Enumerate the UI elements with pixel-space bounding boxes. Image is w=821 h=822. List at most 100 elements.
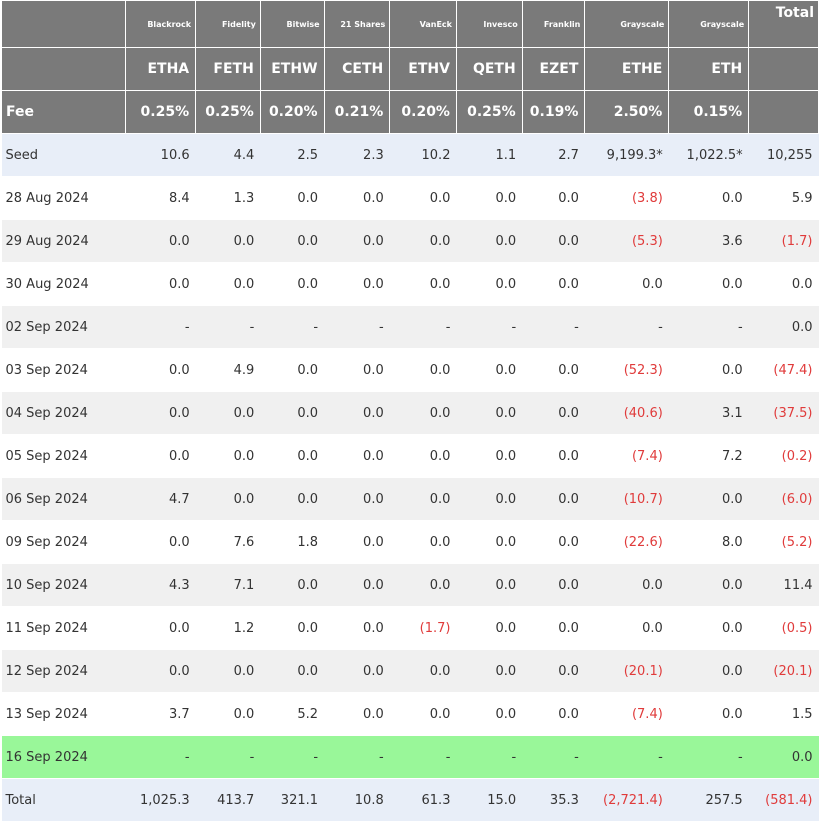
flow-value-cell: 0.0 — [324, 176, 390, 220]
flow-value-cell: 0.0 — [668, 176, 749, 220]
row-label-cell: 05 Sep 2024 — [1, 434, 126, 478]
row-label-cell: 02 Sep 2024 — [1, 305, 126, 349]
flow-value-cell: 0.0 — [522, 649, 585, 693]
flow-value-cell: 0.0 — [260, 219, 325, 263]
ticker-header-cell: CETH — [323, 47, 391, 91]
ticker-header-cell: FETH — [195, 47, 261, 91]
flow-value-cell: 0.0 — [125, 606, 196, 650]
fee-value-cell: 0.21% — [323, 90, 391, 134]
flow-value-cell: (7.4) — [584, 434, 669, 478]
flow-value-cell: 0.0 — [389, 219, 457, 263]
flow-value-cell: (10.7) — [584, 477, 669, 521]
flow-value-cell: - — [324, 735, 390, 779]
flow-value-cell: 0.0 — [125, 649, 196, 693]
flow-value-cell: 0.0 — [668, 563, 749, 607]
flow-value-cell: 0.0 — [668, 262, 749, 306]
flow-value-cell: 0.0 — [324, 219, 390, 263]
flow-value-cell: 2.3 — [324, 133, 390, 177]
ticker-header-cell: ETH — [668, 47, 750, 91]
flow-value-cell: 61.3 — [389, 778, 457, 822]
table-row: 05 Sep 2024 0.0 0.0 0.0 0.0 0.0 0.0 0.0 (7.4) 7.2… — [1, 434, 819, 478]
table-body: Seed 10.6 4.4 2.5 2.3 10.2 1.1 2.7 9,199.3* 1,022… — [1, 133, 819, 822]
flow-value-cell: - — [260, 735, 325, 779]
flow-value-cell: 0.0 — [195, 649, 261, 693]
flow-value-cell: 0.0 — [522, 606, 585, 650]
flow-value-cell: 1,022.5* — [668, 133, 749, 177]
flow-value-cell: 0.0 — [324, 391, 390, 435]
row-total-cell: (0.5) — [748, 606, 819, 650]
row-total-cell: (47.4) — [748, 348, 819, 392]
row-label-cell: 10 Sep 2024 — [1, 563, 126, 607]
flow-value-cell: 15.0 — [456, 778, 523, 822]
row-label-cell: 29 Aug 2024 — [1, 219, 126, 263]
flow-value-cell: 5.2 — [260, 692, 325, 736]
flow-value-cell: 0.0 — [522, 563, 585, 607]
flow-value-cell: - — [324, 305, 390, 349]
ticker-header-cell: ETHV — [389, 47, 457, 91]
flow-value-cell: 0.0 — [389, 434, 457, 478]
row-label-cell: Seed — [1, 133, 126, 177]
row-total-cell: (6.0) — [748, 477, 819, 521]
fee-value-cell: 2.50% — [584, 90, 670, 134]
flow-value-cell: 2.5 — [260, 133, 325, 177]
row-label-cell: 06 Sep 2024 — [1, 477, 126, 521]
issuer-header-cell: 21 Shares — [323, 0, 391, 48]
flow-value-cell: 0.0 — [668, 606, 749, 650]
ticker-header-cell: ETHE — [584, 47, 670, 91]
fee-value-cell: 0.25% — [195, 90, 261, 134]
flow-value-cell: 1.2 — [195, 606, 261, 650]
flow-value-cell: - — [260, 305, 325, 349]
flow-value-cell: (2,721.4) — [584, 778, 669, 822]
flow-value-cell: 0.0 — [125, 391, 196, 435]
flow-value-cell: 0.0 — [389, 520, 457, 564]
flow-value-cell: (7.4) — [584, 692, 669, 736]
row-total-cell: 5.9 — [748, 176, 819, 220]
flow-value-cell: 0.0 — [125, 520, 196, 564]
table-row: Total 1,025.3 413.7 321.1 10.8 61.3 15.0 35.3 (2… — [1, 778, 819, 822]
flow-value-cell: 10.8 — [324, 778, 390, 822]
row-total-cell: 10,255 — [748, 133, 819, 177]
flow-value-cell: (5.3) — [584, 219, 669, 263]
row-total-cell: (5.2) — [748, 520, 819, 564]
flow-value-cell: 0.0 — [456, 477, 523, 521]
fee-value-cell: 0.19% — [521, 90, 586, 134]
table-row: 03 Sep 2024 0.0 4.9 0.0 0.0 0.0 0.0 0.0 (52.3) 0.… — [1, 348, 819, 392]
flow-value-cell: 4.7 — [125, 477, 196, 521]
flow-value-cell: 0.0 — [195, 692, 261, 736]
table-row: 29 Aug 2024 0.0 0.0 0.0 0.0 0.0 0.0 0.0 (5.3) 3.6… — [1, 219, 819, 263]
flow-value-cell: 0.0 — [260, 262, 325, 306]
flow-value-cell: 0.0 — [456, 606, 523, 650]
flow-value-cell: 0.0 — [260, 391, 325, 435]
flow-value-cell: 413.7 — [195, 778, 261, 822]
flow-value-cell: 0.0 — [260, 477, 325, 521]
ticker-header-row: ETHA FETH ETHW CETH ETHV QETH EZET ETHE ETH — [0, 47, 819, 91]
fee-label-cell: Fee — [0, 90, 127, 134]
row-total-cell: (581.4) — [748, 778, 819, 822]
issuer-header-cell: Bitwise — [259, 0, 325, 48]
flow-value-cell: 0.0 — [522, 520, 585, 564]
row-label-cell: 28 Aug 2024 — [1, 176, 126, 220]
row-label-cell: 03 Sep 2024 — [1, 348, 126, 392]
flow-value-cell: 0.0 — [324, 520, 390, 564]
fee-value-cell: 0.25% — [455, 90, 523, 134]
flow-value-cell: - — [456, 305, 523, 349]
flow-value-cell: (1.7) — [389, 606, 457, 650]
table-row: 11 Sep 2024 0.0 1.2 0.0 0.0 (1.7) 0.0 0.0 0.0 0.0… — [1, 606, 819, 650]
flow-value-cell: (52.3) — [584, 348, 669, 392]
flow-value-cell: 0.0 — [522, 477, 585, 521]
flow-value-cell: 3.6 — [668, 219, 749, 263]
flow-value-cell: 0.0 — [324, 434, 390, 478]
row-label-cell: 16 Sep 2024 — [1, 735, 126, 779]
fee-header-row: Fee 0.25% 0.25% 0.20% 0.21% 0.20% 0.25% 0.19% 2.… — [0, 90, 819, 134]
flow-value-cell: 0.0 — [260, 563, 325, 607]
flow-value-cell: 0.0 — [324, 477, 390, 521]
flow-value-cell: (3.8) — [584, 176, 669, 220]
header-blank-cell — [0, 47, 127, 91]
flow-value-cell: 9,199.3* — [584, 133, 669, 177]
flow-value-cell: 4.4 — [195, 133, 261, 177]
flow-value-cell: 0.0 — [456, 434, 523, 478]
flow-value-cell: 1,025.3 — [125, 778, 196, 822]
fee-value-cell: 0.25% — [125, 90, 197, 134]
flow-value-cell: 0.0 — [668, 649, 749, 693]
flow-value-cell: 0.0 — [125, 219, 196, 263]
